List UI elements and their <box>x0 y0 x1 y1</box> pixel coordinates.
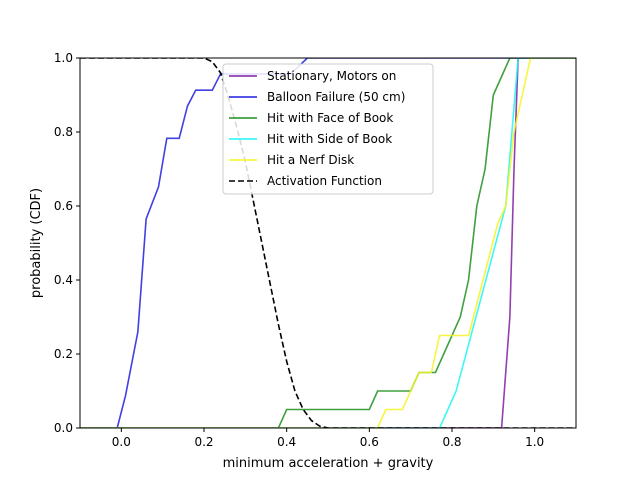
legend-label-hit-with-face-of-book: Hit with Face of Book <box>267 111 393 125</box>
legend-label-balloon-failure-50-cm: Balloon Failure (50 cm) <box>267 90 405 104</box>
series-line-stationary-motors-on <box>80 58 576 428</box>
plot-area-frame <box>79 57 577 429</box>
x-axis-ticks: 0.0 0.2 0.4 0.6 0.8 1.0 <box>112 428 544 449</box>
legend-frame <box>222 63 434 195</box>
series-line-hit-with-face-of-book <box>80 58 576 428</box>
y-tick-label: 0.4 <box>54 273 73 287</box>
series-line-hit-with-side-of-book <box>80 58 576 428</box>
legend-items: Stationary, Motors on Balloon Failure (50… <box>229 69 405 188</box>
y-axis-ticks: 0.0 0.2 0.4 0.6 0.8 1.0 <box>54 51 80 435</box>
y-tick-label: 0.0 <box>54 421 73 435</box>
x-tick-label: 0.2 <box>194 435 213 449</box>
legend-label-hit-a-nerf-disk: Hit a Nerf Disk <box>267 153 354 167</box>
y-tick-label: 0.2 <box>54 347 73 361</box>
y-tick-label: 1.0 <box>54 51 73 65</box>
y-tick-label: 0.8 <box>54 125 73 139</box>
legend-label-hit-with-side-of-book: Hit with Side of Book <box>267 132 392 146</box>
series-line-hit-a-nerf-disk <box>80 58 576 428</box>
x-tick-label: 0.0 <box>112 435 131 449</box>
x-axis-label: minimum acceleration + gravity <box>223 456 434 471</box>
x-tick-label: 0.8 <box>442 435 461 449</box>
x-tick-label: 0.6 <box>360 435 379 449</box>
y-tick-label: 0.6 <box>54 199 73 213</box>
series-line-activation-function <box>80 58 576 428</box>
x-tick-label: 0.4 <box>277 435 296 449</box>
legend: Stationary, Motors on Balloon Failure (50… <box>222 63 434 195</box>
legend-label-activation-function: Activation Function <box>267 174 382 188</box>
y-axis-label: probability (CDF) <box>29 188 44 298</box>
x-tick-label: 1.0 <box>525 435 544 449</box>
legend-label-stationary-motors-on: Stationary, Motors on <box>267 69 396 83</box>
